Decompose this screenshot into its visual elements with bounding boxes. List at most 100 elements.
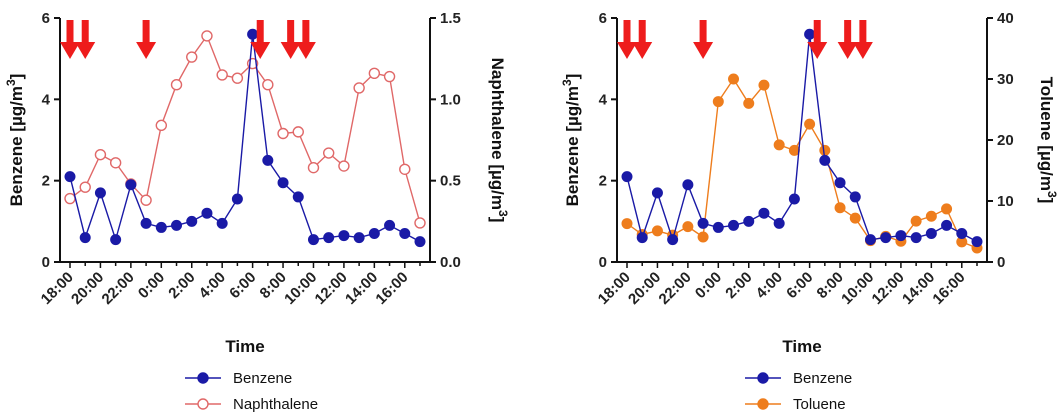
x-tick-label: 2:00 — [722, 269, 755, 302]
right-y-tick-label: 20 — [997, 132, 1014, 149]
data-point-toluene — [941, 203, 953, 215]
data-point-benzene — [773, 217, 785, 229]
data-point-benzene — [262, 154, 274, 166]
data-point-naphthalene — [140, 194, 152, 206]
right-y-tick-label: 1.5 — [440, 10, 461, 27]
x-tick-label: 20:00 — [68, 269, 107, 308]
red-arrow-marker — [693, 20, 714, 59]
data-point-toluene — [621, 218, 633, 230]
data-point-toluene — [819, 144, 831, 156]
data-point-naphthalene — [307, 161, 320, 174]
legend-label-benzene: Benzene — [793, 370, 852, 387]
x-tick-label: 4:00 — [196, 269, 229, 302]
data-point-toluene — [651, 225, 663, 237]
data-point-naphthalene — [262, 78, 274, 91]
data-point-naphthalene — [368, 67, 381, 80]
data-point-benzene — [651, 187, 663, 199]
data-point-toluene — [925, 210, 937, 222]
data-point-benzene — [110, 234, 122, 246]
data-point-benzene — [307, 234, 319, 246]
data-point-benzene — [956, 228, 968, 240]
red-arrow-marker — [136, 20, 157, 59]
data-point-benzene — [155, 221, 167, 233]
data-point-toluene — [758, 79, 770, 91]
left-y-axis-title: Benzene [µg/m3] — [4, 74, 26, 207]
right-y-tick-label: 0.5 — [440, 173, 461, 190]
data-point-benzene — [216, 217, 228, 229]
data-point-benzene — [277, 177, 289, 189]
red-arrow-marker — [617, 20, 637, 59]
data-point-benzene — [819, 154, 831, 166]
red-arrow-marker — [807, 20, 828, 59]
data-point-benzene — [79, 232, 91, 244]
benzene-naphthalene-chart: 0 2 4 6 0.0 0.5 1.0 1.5 18:0020:0022:000:002:004… — [4, 10, 510, 413]
data-point-toluene — [849, 212, 861, 224]
data-point-benzene — [682, 179, 694, 191]
data-point-naphthalene — [109, 157, 122, 169]
x-tick-label: 10:00 — [281, 269, 320, 308]
x-tick-label: 6:00 — [226, 269, 259, 302]
data-point-benzene — [758, 207, 770, 219]
left-y-tick-label: 6 — [42, 10, 50, 27]
series-line-toluene — [626, 77, 978, 249]
red-arrow-marker — [75, 20, 96, 59]
data-point-benzene — [231, 193, 243, 205]
red-arrow-marker — [837, 20, 858, 59]
data-point-toluene — [773, 139, 785, 151]
data-point-benzene — [621, 171, 633, 183]
data-point-benzene — [925, 228, 937, 240]
left-y-tick-label: 2 — [42, 173, 50, 190]
data-point-naphthalene — [322, 147, 335, 159]
data-point-toluene — [682, 221, 694, 233]
right-y-tick-label: 40 — [997, 10, 1014, 27]
data-point-benzene — [834, 177, 846, 189]
red-arrow-marker — [60, 20, 80, 59]
data-point-benzene — [368, 228, 380, 240]
x-tick-label: 10:00 — [838, 269, 877, 308]
x-tick-label: 0:00 — [692, 269, 725, 302]
red-arrow-marker — [280, 20, 301, 59]
data-point-benzene — [140, 217, 152, 229]
data-point-benzene — [743, 215, 755, 227]
left-y-tick-label: 4 — [599, 91, 608, 108]
data-point-toluene — [697, 231, 709, 243]
data-point-benzene — [64, 171, 76, 183]
data-point-naphthalene — [64, 192, 76, 205]
data-point-benzene — [186, 215, 198, 227]
right-y-tick-label: 30 — [997, 71, 1014, 88]
left-y-tick-label: 0 — [599, 254, 607, 271]
data-point-benzene — [895, 230, 907, 242]
right-y-tick-label: 0 — [997, 254, 1005, 271]
right-y-tick-label: 1.0 — [440, 91, 461, 108]
data-point-toluene — [804, 118, 816, 130]
data-point-naphthalene — [201, 30, 213, 42]
data-point-naphthalene — [170, 78, 183, 91]
data-point-benzene — [804, 28, 816, 40]
data-point-benzene — [384, 219, 396, 231]
data-point-benzene — [247, 28, 259, 40]
series-line-naphthalene — [69, 34, 421, 224]
left-y-tick-label: 4 — [42, 91, 51, 108]
data-point-naphthalene — [216, 69, 228, 81]
x-tick-label: 4:00 — [753, 269, 786, 302]
x-axis-title: Time — [782, 337, 821, 356]
x-tick-label: 0:00 — [135, 269, 168, 302]
data-point-benzene — [636, 232, 648, 244]
data-point-benzene — [125, 179, 137, 191]
left-y-axis-title: Benzene [µg/m3] — [560, 74, 582, 207]
x-axis-title: Time — [225, 337, 264, 356]
data-point-benzene — [697, 217, 709, 229]
data-point-benzene — [864, 234, 876, 246]
x-tick-label: 6:00 — [783, 269, 816, 302]
data-point-toluene — [834, 202, 846, 214]
data-point-benzene — [667, 234, 679, 246]
data-point-toluene — [712, 96, 724, 108]
legend-marker-toluene — [757, 398, 769, 410]
data-point-naphthalene — [383, 70, 396, 83]
red-arrow-marker — [295, 20, 316, 59]
x-tick-label: 12:00 — [312, 269, 351, 308]
data-point-toluene — [910, 215, 922, 227]
data-point-benzene — [788, 193, 800, 205]
data-point-benzene — [171, 219, 183, 231]
data-point-benzene — [399, 228, 411, 240]
